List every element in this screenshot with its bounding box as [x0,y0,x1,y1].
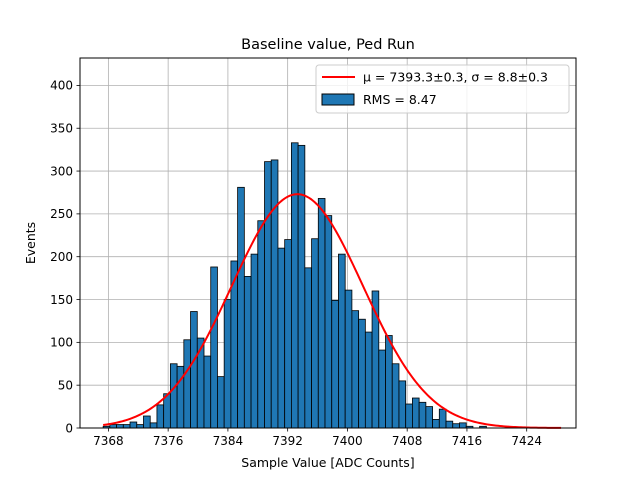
histogram-bar [344,289,353,429]
x-tick-label: 7400 [332,434,363,448]
y-tick-label: 150 [50,293,73,307]
axes-frame [79,57,577,429]
x-axis-label: Sample Value [ADC Counts] [241,455,414,470]
histogram-bar [378,349,386,429]
histogram-bar [169,363,178,429]
x-tick-label: 7384 [213,434,244,448]
histogram-bar [136,424,144,429]
histogram-bar [190,311,198,429]
histogram-bar [223,299,232,429]
y-axis-label: Events [23,222,38,264]
histogram-bar [432,419,440,429]
legend: μ = 7393.3±0.3, σ = 8.8±0.3 RMS = 8.47 [315,64,570,114]
histogram-bar [438,408,447,429]
x-tick-label: 7424 [511,434,542,448]
histogram-bar [109,424,118,429]
legend-fit-label: μ = 7393.3±0.3, σ = 8.8±0.3 [363,70,548,85]
y-tick-label: 350 [50,122,73,136]
histogram-bar [156,404,165,429]
x-axis-ticks: 7368 7376 7384 7392 7400 7408 7416 7424 [93,428,542,448]
gaussian-fit-curve [103,193,562,429]
histogram-bar [264,161,272,429]
histogram-bar [331,299,339,429]
y-axis-ticks: 0 50 100 150 200 250 300 350 400 [50,79,80,435]
x-tick-label: 7376 [153,434,184,448]
histogram-bar [250,253,259,429]
y-tick-label: 200 [50,250,73,264]
chart-title: Baseline value, Ped Run [241,37,415,53]
histogram-bar [277,247,286,429]
histogram-bar [284,239,292,429]
histogram-bar [290,142,299,429]
histogram-bar [143,415,151,429]
x-tick-label: 7368 [93,434,124,448]
y-tick-label: 400 [50,79,73,93]
x-tick-label: 7408 [392,434,423,448]
histogram-bar [304,267,312,429]
histogram-bar [129,421,138,429]
histogram-bar [210,266,218,429]
legend-hist-label: RMS = 8.47 [363,92,437,107]
histogram-bar [364,331,373,429]
histogram-bar [418,401,427,429]
histogram-bar [311,238,319,429]
histogram-bar [425,406,433,429]
histogram-bar [257,220,265,429]
histogram-bar [317,198,326,429]
histogram-bar [183,339,191,429]
histogram-bar [459,422,467,429]
histogram-bar [445,420,454,429]
histogram-bar [203,355,212,429]
y-tick-label: 0 [65,421,73,435]
histogram-bar [324,215,333,429]
histogram-bar [237,186,245,429]
histogram-bar [270,159,279,429]
histogram-bar [398,380,407,429]
y-tick-label: 50 [58,378,73,392]
legend-box [315,64,570,114]
y-tick-label: 100 [50,336,73,350]
histogram-bar [297,144,306,429]
y-tick-label: 300 [50,164,73,178]
histogram-bar [351,310,360,429]
histogram-bar [385,335,393,429]
histogram-bar [452,423,460,429]
histogram-bar [116,424,124,429]
y-tick-label: 250 [50,207,73,221]
histogram-bar [412,397,420,429]
histogram-bar [217,376,225,429]
x-tick-label: 7392 [272,434,303,448]
histogram-bar [358,318,366,429]
x-tick-label: 7416 [452,434,483,448]
histogram-bar [338,253,346,429]
histogram-bar [122,424,131,429]
histogram-bar [391,363,400,429]
legend-hist-swatch [321,93,355,106]
histogram-bar [243,276,252,429]
histogram-bar [405,403,413,429]
histogram-bar [149,422,158,429]
